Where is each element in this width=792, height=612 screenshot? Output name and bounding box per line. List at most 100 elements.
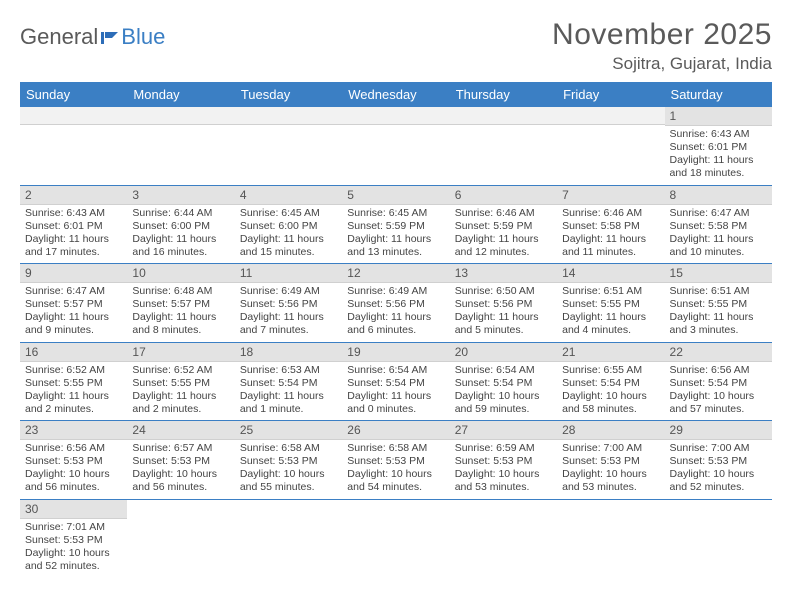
day-detail-line: Sunset: 6:00 PM: [240, 220, 337, 233]
day-number: 2: [20, 186, 127, 205]
day-details: Sunrise: 6:43 AMSunset: 6:01 PMDaylight:…: [665, 126, 772, 185]
calendar-day-cell: 19Sunrise: 6:54 AMSunset: 5:54 PMDayligh…: [342, 342, 449, 421]
day-detail-line: Daylight: 10 hours and 53 minutes.: [455, 468, 552, 494]
day-detail-line: Sunset: 5:55 PM: [25, 377, 122, 390]
day-detail-line: Sunset: 5:53 PM: [240, 455, 337, 468]
day-detail-line: Daylight: 11 hours and 15 minutes.: [240, 233, 337, 259]
day-detail-line: Sunrise: 6:49 AM: [347, 285, 444, 298]
day-detail-line: Sunset: 5:53 PM: [670, 455, 767, 468]
day-detail-line: Daylight: 11 hours and 0 minutes.: [347, 390, 444, 416]
day-number: 1: [665, 107, 772, 126]
calendar-day-cell: 14Sunrise: 6:51 AMSunset: 5:55 PMDayligh…: [557, 264, 664, 343]
calendar-day-cell: 3Sunrise: 6:44 AMSunset: 6:00 PMDaylight…: [127, 185, 234, 264]
day-detail-line: Sunrise: 7:00 AM: [670, 442, 767, 455]
calendar-day-cell: 9Sunrise: 6:47 AMSunset: 5:57 PMDaylight…: [20, 264, 127, 343]
day-detail-line: Sunrise: 6:56 AM: [25, 442, 122, 455]
day-detail-line: Sunset: 5:58 PM: [670, 220, 767, 233]
day-number: 29: [665, 421, 772, 440]
day-detail-line: Sunset: 5:53 PM: [347, 455, 444, 468]
month-title: November 2025: [552, 18, 772, 52]
day-details: Sunrise: 6:49 AMSunset: 5:56 PMDaylight:…: [342, 283, 449, 342]
calendar-day-cell: 29Sunrise: 7:00 AMSunset: 5:53 PMDayligh…: [665, 421, 772, 500]
day-detail-line: Sunrise: 6:45 AM: [347, 207, 444, 220]
day-detail-line: Daylight: 11 hours and 18 minutes.: [670, 154, 767, 180]
header: General Blue November 2025 Sojitra, Guja…: [20, 18, 772, 74]
calendar-day-cell: 8Sunrise: 6:47 AMSunset: 5:58 PMDaylight…: [665, 185, 772, 264]
day-detail-line: Daylight: 10 hours and 55 minutes.: [240, 468, 337, 494]
calendar-day-cell: 23Sunrise: 6:56 AMSunset: 5:53 PMDayligh…: [20, 421, 127, 500]
day-details: Sunrise: 6:51 AMSunset: 5:55 PMDaylight:…: [557, 283, 664, 342]
day-detail-line: Sunrise: 6:43 AM: [670, 128, 767, 141]
day-detail-line: Sunset: 5:57 PM: [25, 298, 122, 311]
day-number: 27: [450, 421, 557, 440]
weekday-header: Saturday: [665, 82, 772, 107]
calendar-day-cell: [235, 499, 342, 577]
calendar-day-cell: [235, 107, 342, 185]
day-number: 17: [127, 343, 234, 362]
day-detail-line: Daylight: 10 hours and 52 minutes.: [25, 547, 122, 573]
day-number: 21: [557, 343, 664, 362]
day-detail-line: Sunrise: 6:51 AM: [670, 285, 767, 298]
day-detail-line: Sunset: 5:54 PM: [347, 377, 444, 390]
day-detail-line: Daylight: 10 hours and 59 minutes.: [455, 390, 552, 416]
brand-part1: General: [20, 24, 98, 50]
day-detail-line: Daylight: 11 hours and 9 minutes.: [25, 311, 122, 337]
day-number: 13: [450, 264, 557, 283]
day-detail-line: Sunset: 5:55 PM: [132, 377, 229, 390]
day-detail-line: Sunrise: 6:47 AM: [670, 207, 767, 220]
day-details: Sunrise: 6:57 AMSunset: 5:53 PMDaylight:…: [127, 440, 234, 499]
day-number: 4: [235, 186, 342, 205]
calendar-day-cell: 27Sunrise: 6:59 AMSunset: 5:53 PMDayligh…: [450, 421, 557, 500]
day-number: 24: [127, 421, 234, 440]
calendar-day-cell: 17Sunrise: 6:52 AMSunset: 5:55 PMDayligh…: [127, 342, 234, 421]
calendar-day-cell: 10Sunrise: 6:48 AMSunset: 5:57 PMDayligh…: [127, 264, 234, 343]
day-detail-line: Sunrise: 6:58 AM: [347, 442, 444, 455]
day-number: 26: [342, 421, 449, 440]
day-details: Sunrise: 6:43 AMSunset: 6:01 PMDaylight:…: [20, 205, 127, 264]
day-detail-line: Daylight: 11 hours and 17 minutes.: [25, 233, 122, 259]
day-number: 23: [20, 421, 127, 440]
day-details: Sunrise: 7:01 AMSunset: 5:53 PMDaylight:…: [20, 519, 127, 578]
calendar-day-cell: 30Sunrise: 7:01 AMSunset: 5:53 PMDayligh…: [20, 499, 127, 577]
day-detail-line: Sunrise: 6:53 AM: [240, 364, 337, 377]
day-detail-line: Sunset: 5:59 PM: [455, 220, 552, 233]
calendar-day-cell: 18Sunrise: 6:53 AMSunset: 5:54 PMDayligh…: [235, 342, 342, 421]
day-detail-line: Sunset: 5:53 PM: [455, 455, 552, 468]
calendar-day-cell: [20, 107, 127, 185]
day-details: Sunrise: 6:46 AMSunset: 5:58 PMDaylight:…: [557, 205, 664, 264]
calendar-day-cell: 26Sunrise: 6:58 AMSunset: 5:53 PMDayligh…: [342, 421, 449, 500]
empty-day-bar: [20, 107, 127, 125]
calendar-day-cell: 11Sunrise: 6:49 AMSunset: 5:56 PMDayligh…: [235, 264, 342, 343]
day-number: 3: [127, 186, 234, 205]
calendar-day-cell: [450, 499, 557, 577]
weekday-header: Wednesday: [342, 82, 449, 107]
day-detail-line: Sunset: 5:56 PM: [347, 298, 444, 311]
day-detail-line: Sunset: 5:55 PM: [562, 298, 659, 311]
day-number: 7: [557, 186, 664, 205]
flag-icon: [100, 30, 120, 46]
day-detail-line: Sunset: 5:55 PM: [670, 298, 767, 311]
day-detail-line: Sunrise: 6:43 AM: [25, 207, 122, 220]
day-detail-line: Sunrise: 6:52 AM: [25, 364, 122, 377]
day-detail-line: Daylight: 11 hours and 10 minutes.: [670, 233, 767, 259]
calendar-day-cell: 28Sunrise: 7:00 AMSunset: 5:53 PMDayligh…: [557, 421, 664, 500]
day-detail-line: Sunset: 5:59 PM: [347, 220, 444, 233]
day-detail-line: Sunrise: 6:46 AM: [562, 207, 659, 220]
day-details: Sunrise: 6:45 AMSunset: 5:59 PMDaylight:…: [342, 205, 449, 264]
day-detail-line: Daylight: 11 hours and 3 minutes.: [670, 311, 767, 337]
day-number: 5: [342, 186, 449, 205]
weekday-header: Tuesday: [235, 82, 342, 107]
day-detail-line: Sunset: 5:54 PM: [670, 377, 767, 390]
calendar-week-row: 1Sunrise: 6:43 AMSunset: 6:01 PMDaylight…: [20, 107, 772, 185]
calendar-day-cell: [557, 499, 664, 577]
calendar-day-cell: [665, 499, 772, 577]
day-detail-line: Daylight: 11 hours and 4 minutes.: [562, 311, 659, 337]
calendar-day-cell: [342, 107, 449, 185]
title-block: November 2025 Sojitra, Gujarat, India: [552, 18, 772, 74]
calendar-day-cell: [127, 107, 234, 185]
day-details: Sunrise: 6:56 AMSunset: 5:53 PMDaylight:…: [20, 440, 127, 499]
day-details: Sunrise: 6:55 AMSunset: 5:54 PMDaylight:…: [557, 362, 664, 421]
day-number: 14: [557, 264, 664, 283]
day-number: 15: [665, 264, 772, 283]
weekday-header: Monday: [127, 82, 234, 107]
